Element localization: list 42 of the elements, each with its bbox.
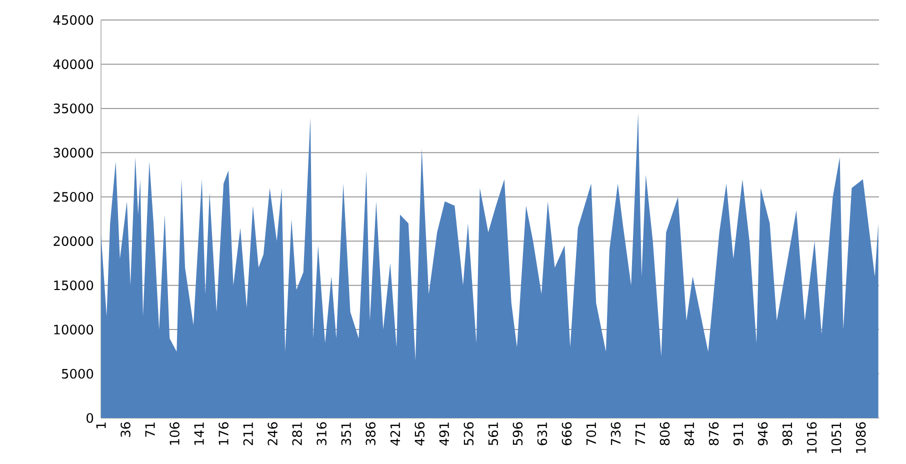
y-tick-label: 15000 <box>54 280 94 290</box>
x-tick-label: 806 <box>660 422 670 446</box>
x-tick-label: 491 <box>439 422 450 446</box>
y-tick-label: 30000 <box>54 148 94 158</box>
x-tick-label: 386 <box>366 422 376 446</box>
x-tick-label: 141 <box>194 422 204 445</box>
x-tick-label: 351 <box>341 422 351 446</box>
y-tick-label: 45000 <box>53 15 94 25</box>
x-tick-label: 1086 <box>856 422 866 453</box>
x-tick-label: 246 <box>268 422 278 446</box>
y-tick-label: 10000 <box>54 324 94 334</box>
x-tick-label: 421 <box>390 422 400 446</box>
x-tick-label: 106 <box>170 422 180 445</box>
x-tick-label: 456 <box>414 422 425 446</box>
y-tick-label: 25000 <box>54 192 94 202</box>
x-tick-label: 876 <box>708 422 719 446</box>
x-tick-label: 701 <box>586 422 596 446</box>
x-tick-label: 526 <box>464 422 474 446</box>
x-tick-label: 36 <box>120 422 130 437</box>
x-tick-label: 561 <box>488 422 498 446</box>
x-tick-label: 316 <box>316 422 326 446</box>
x-tick-label: 1016 <box>806 422 817 453</box>
x-tick-label: 281 <box>292 422 302 446</box>
y-tick-label: 35000 <box>54 104 94 114</box>
y-tick-label: 5000 <box>62 368 94 379</box>
x-tick-label: 1 <box>96 422 106 428</box>
x-tick-label: 946 <box>758 422 768 446</box>
y-tick-label: 0 <box>86 413 94 423</box>
x-tick-label: 211 <box>243 422 253 446</box>
x-tick-label: 981 <box>782 422 792 446</box>
x-tick-label: 911 <box>733 422 744 446</box>
x-tick-label: 736 <box>610 422 621 446</box>
x-tick-label: 666 <box>562 422 572 446</box>
x-tick-label: 631 <box>537 422 548 446</box>
x-tick-label: 71 <box>145 422 155 437</box>
x-tick-label: 596 <box>512 422 523 446</box>
x-tick-label: 176 <box>218 422 228 445</box>
x-tick-label: 1051 <box>831 422 842 453</box>
y-tick-label: 40000 <box>53 59 94 70</box>
x-tick-label: 771 <box>636 422 645 446</box>
x-tick-label: 841 <box>684 422 694 446</box>
y-tick-label: 20000 <box>54 236 94 246</box>
